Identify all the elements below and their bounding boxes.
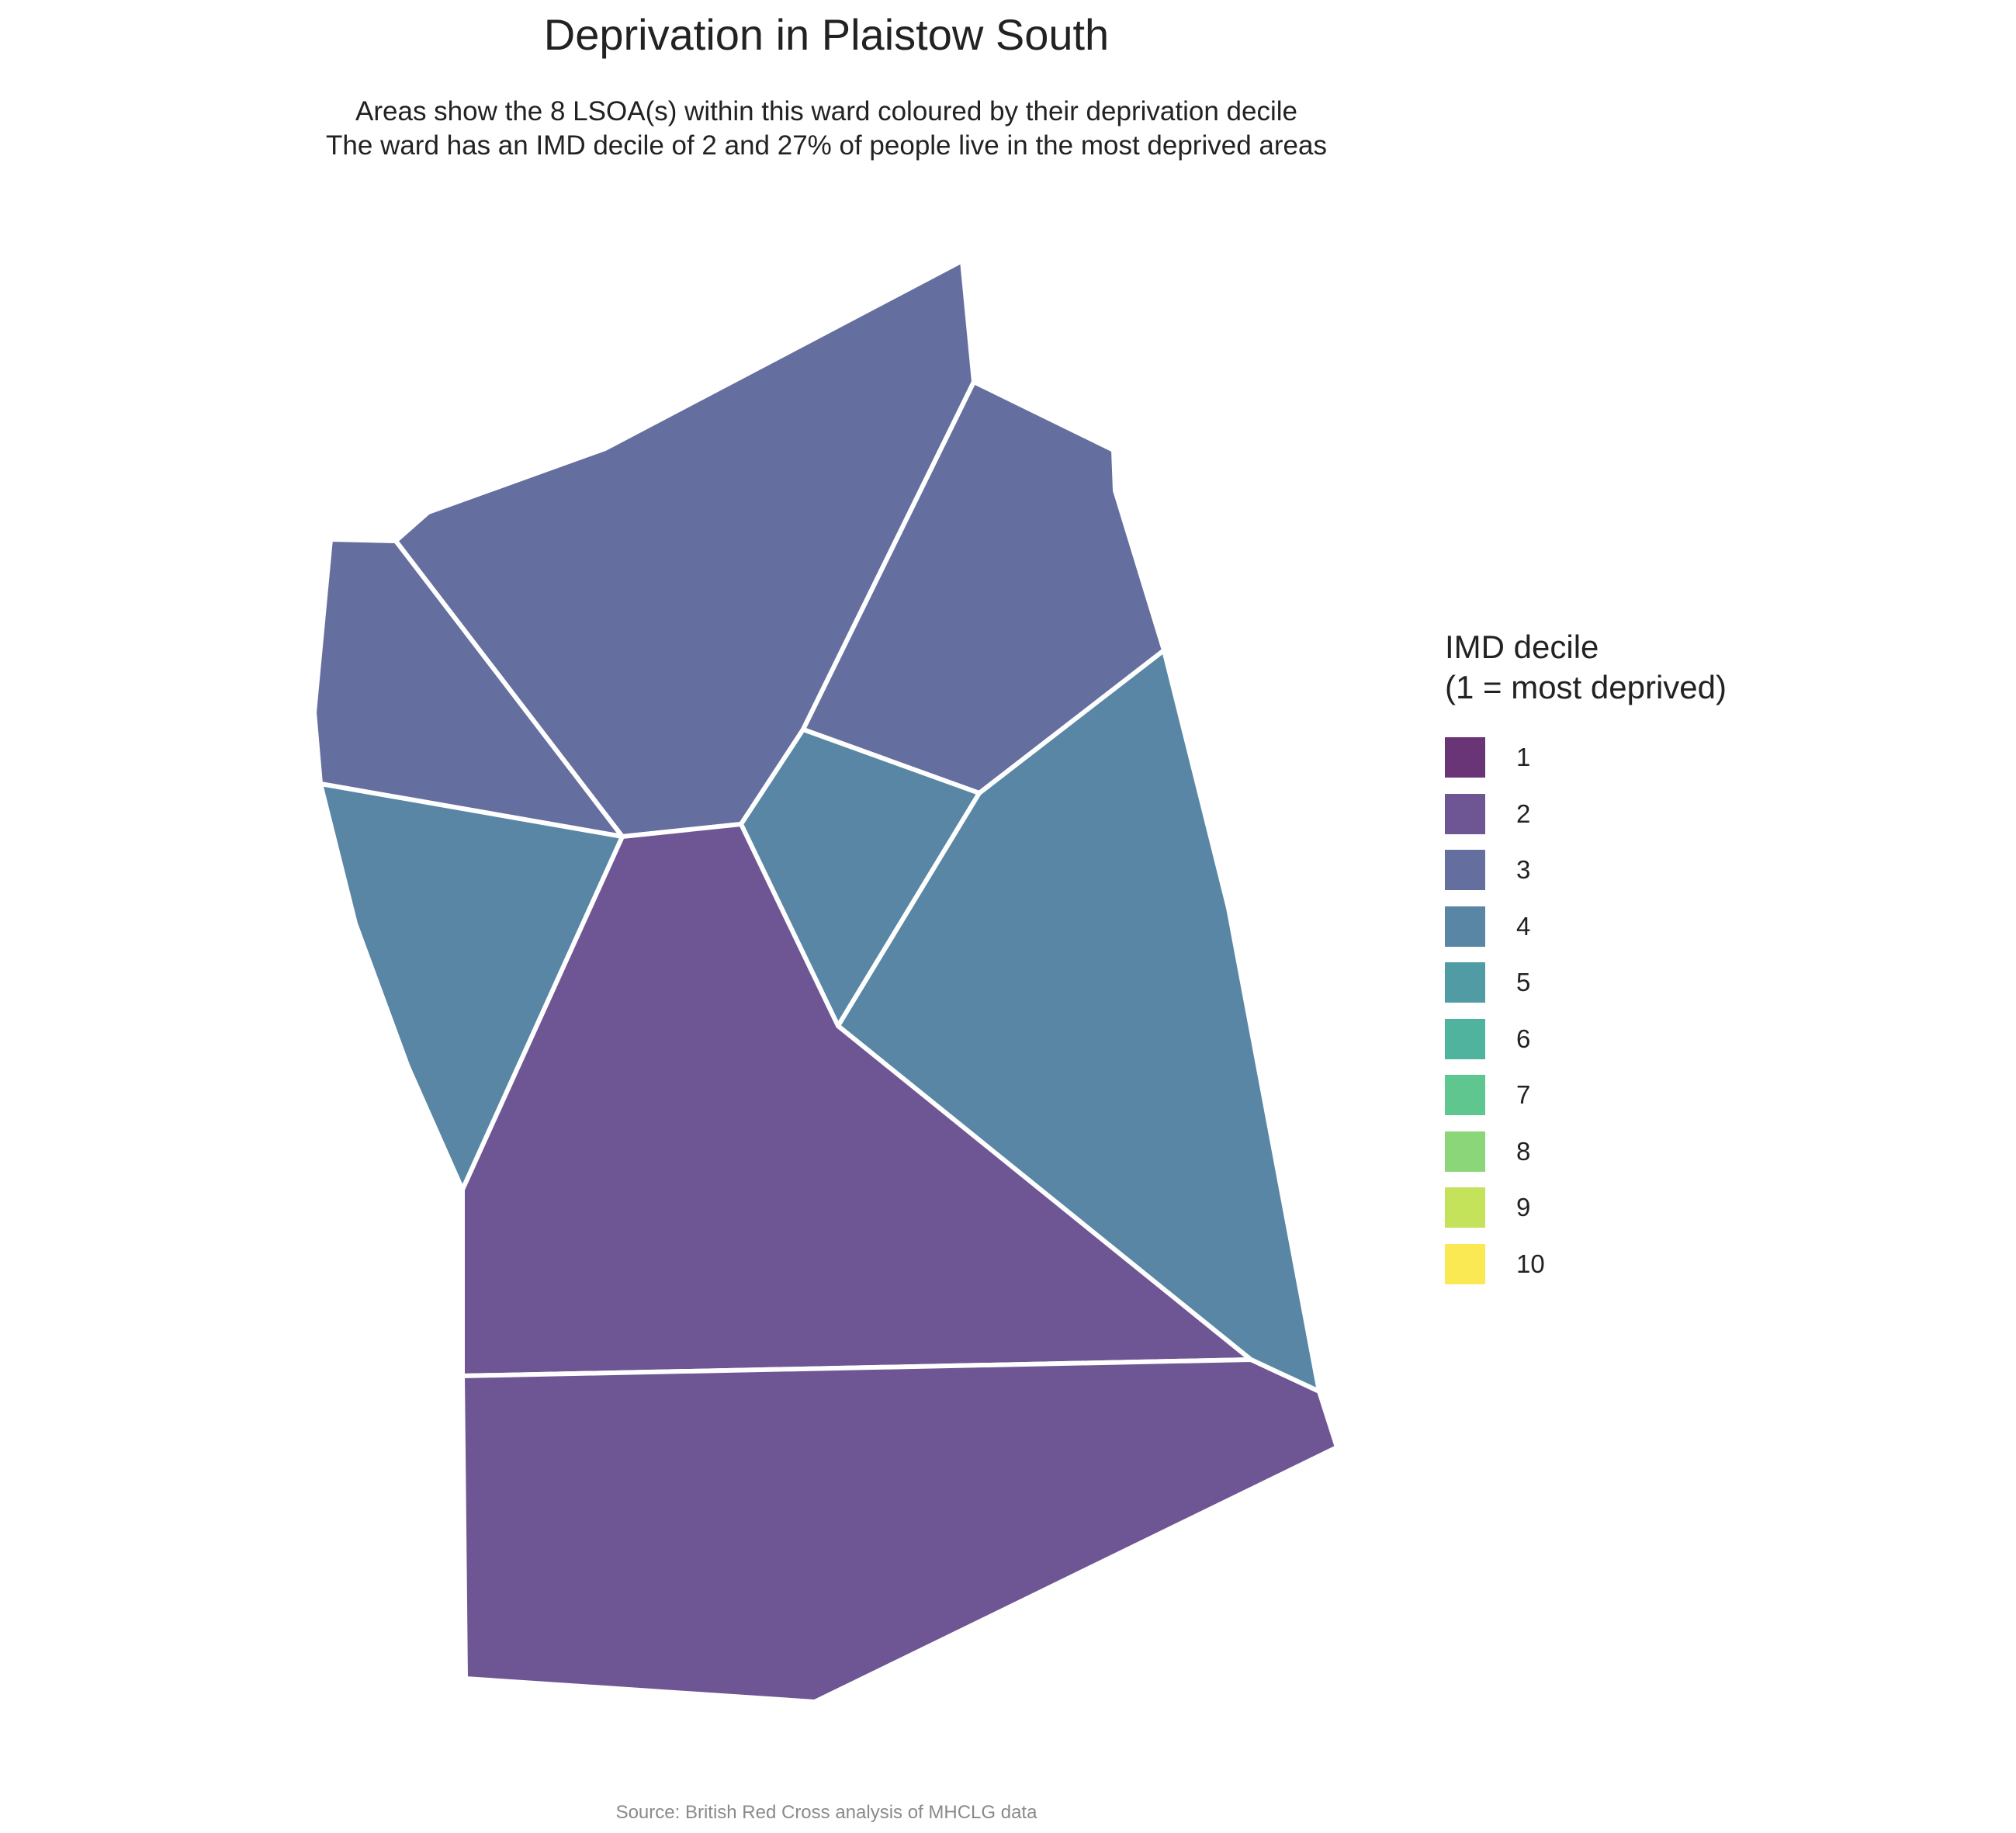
- subtitle-line-1: Areas show the 8 LSOA(s) within this war…: [355, 96, 1297, 126]
- lsoa-west[interactable]: [318, 781, 625, 1192]
- legend-label: 4: [1516, 911, 1531, 941]
- legend-item-7: 7: [1445, 1067, 1727, 1124]
- legend-swatch: [1445, 1075, 1485, 1116]
- legend-title-line-2: (1 = most deprived): [1445, 669, 1727, 705]
- legend-item-9: 9: [1445, 1180, 1727, 1236]
- legend-title-line-1: IMD decile: [1445, 629, 1599, 665]
- legend-item-6: 6: [1445, 1011, 1727, 1068]
- lsoa-south[interactable]: [460, 1357, 1339, 1704]
- legend-item-8: 8: [1445, 1124, 1727, 1180]
- legend-swatch: [1445, 1018, 1485, 1059]
- legend-label: 10: [1516, 1249, 1545, 1278]
- legend-label: 6: [1516, 1024, 1531, 1053]
- legend-title: IMD decile (1 = most deprived): [1445, 627, 1727, 708]
- legend-swatch: [1445, 850, 1485, 891]
- legend-item-2: 2: [1445, 786, 1727, 843]
- legend-label: 1: [1516, 743, 1531, 772]
- legend-item-10: 10: [1445, 1236, 1727, 1293]
- legend-swatch: [1445, 737, 1485, 778]
- legend-swatch: [1445, 793, 1485, 834]
- legend-label: 2: [1516, 799, 1531, 828]
- legend-swatch: [1445, 906, 1485, 947]
- legend-swatch: [1445, 1187, 1485, 1228]
- legend-label: 8: [1516, 1136, 1531, 1166]
- legend-label: 9: [1516, 1193, 1531, 1222]
- legend-label: 7: [1516, 1080, 1531, 1110]
- chart-title: Deprivation in Plaistow South: [543, 10, 1110, 59]
- legend-items: 1 2 3 4 5 6 7 8 9 10: [1445, 729, 1727, 1292]
- legend-label: 5: [1516, 968, 1531, 997]
- legend-item-5: 5: [1445, 955, 1727, 1011]
- legend-swatch: [1445, 1131, 1485, 1172]
- legend-swatch: [1445, 1243, 1485, 1284]
- legend-swatch: [1445, 962, 1485, 1003]
- source-caption: Source: British Red Cross analysis of MH…: [615, 1802, 1037, 1823]
- legend: IMD decile (1 = most deprived) 1 2 3 4 5 6 7 8 9…: [1445, 627, 1727, 1292]
- legend-label: 3: [1516, 855, 1531, 885]
- subtitle-line-2: The ward has an IMD decile of 2 and 27% …: [326, 130, 1327, 161]
- chart-subtitle: Areas show the 8 LSOA(s) within this war…: [0, 95, 1653, 163]
- legend-item-3: 3: [1445, 842, 1727, 899]
- legend-item-4: 4: [1445, 899, 1727, 955]
- legend-item-1: 1: [1445, 729, 1727, 786]
